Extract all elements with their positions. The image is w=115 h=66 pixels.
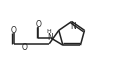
Text: O: O [22, 43, 27, 52]
Text: O: O [11, 26, 17, 35]
Text: N: N [70, 22, 76, 31]
Text: N: N [47, 33, 53, 42]
Text: O: O [35, 20, 41, 29]
Text: H: H [46, 29, 51, 34]
